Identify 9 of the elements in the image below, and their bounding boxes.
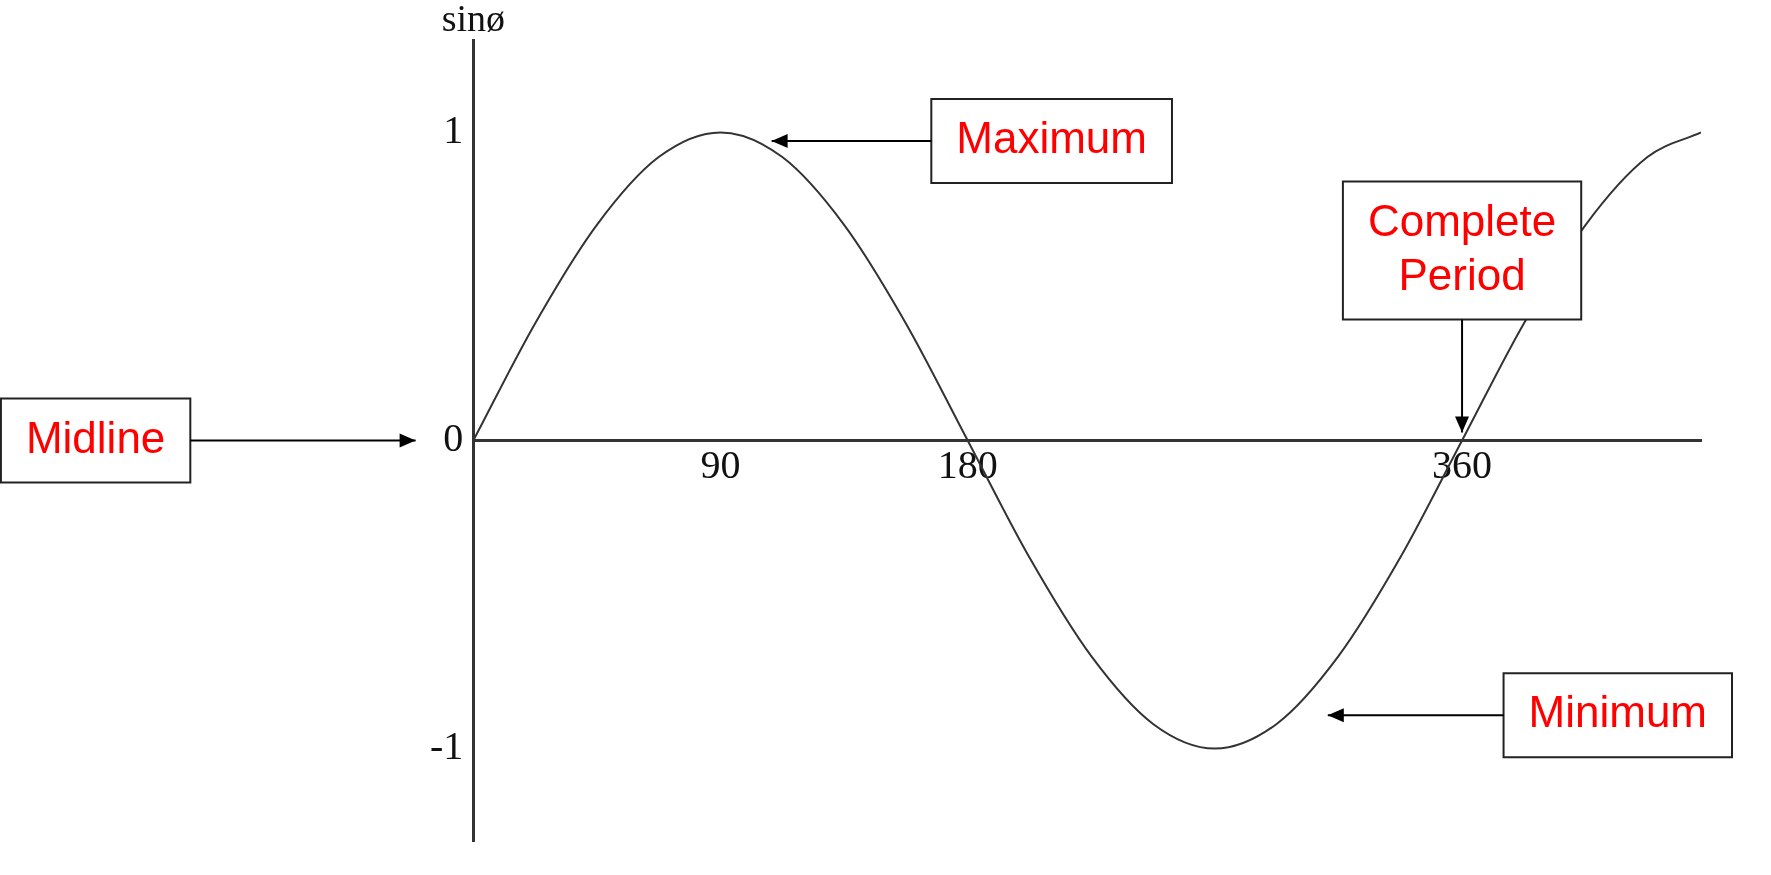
annotation: Maximum [956,113,1147,163]
y-axis-title: sinø [441,0,505,39]
y-tick-label: -1 [429,723,464,769]
annotation: Minimum [1528,687,1708,737]
text: Midline [25,412,166,462]
y-tick-label: 0 [443,415,464,460]
annotation: Complete Period [1367,195,1557,299]
y-tick-label: 1 [443,106,464,152]
x-tick-label: 90 [700,442,741,487]
